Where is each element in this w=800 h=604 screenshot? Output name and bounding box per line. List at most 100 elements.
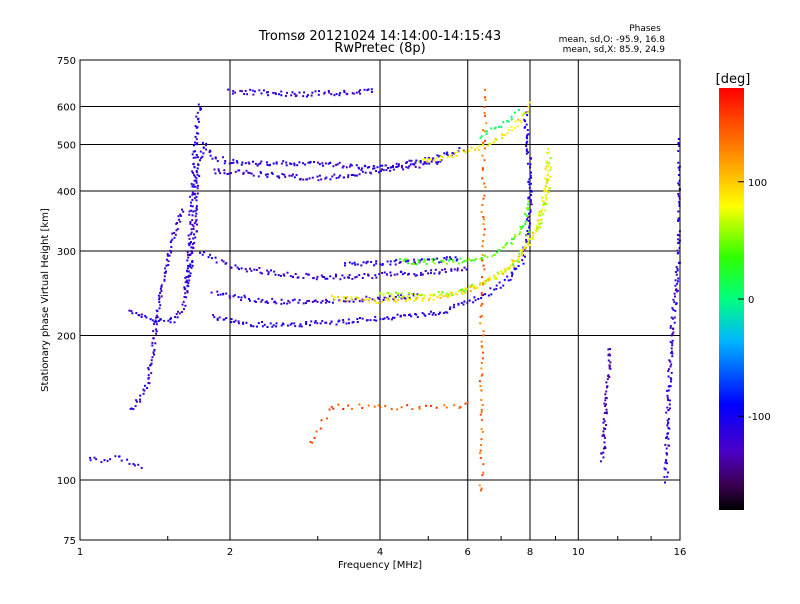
data-point — [203, 251, 206, 254]
data-point — [438, 294, 441, 297]
data-point — [527, 203, 529, 206]
data-point — [668, 444, 670, 447]
data-point — [510, 126, 513, 129]
data-point — [487, 294, 490, 297]
data-point — [510, 271, 513, 274]
data-point — [603, 445, 606, 448]
data-point — [193, 222, 196, 225]
data-point — [460, 301, 463, 304]
data-point — [524, 126, 527, 128]
data-point — [677, 238, 680, 241]
data-point — [386, 260, 389, 263]
data-point — [135, 312, 138, 314]
data-point — [163, 275, 166, 278]
data-point — [288, 301, 291, 304]
data-point — [128, 309, 131, 312]
data-point — [213, 316, 216, 319]
data-point — [390, 408, 393, 410]
data-point — [413, 258, 415, 261]
data-point — [677, 280, 679, 283]
data-point — [510, 115, 513, 118]
data-point — [189, 233, 192, 236]
data-point — [433, 262, 436, 265]
data-point — [283, 274, 286, 277]
data-point — [677, 210, 680, 213]
data-point — [302, 178, 305, 181]
colorbar-tick-label: 0 — [748, 295, 754, 306]
data-point — [366, 298, 369, 301]
data-point — [240, 299, 242, 302]
data-point — [134, 405, 137, 408]
data-point — [447, 155, 449, 158]
data-point — [664, 461, 667, 464]
data-point — [379, 164, 382, 167]
data-point — [670, 380, 672, 383]
data-point — [514, 120, 517, 123]
data-point — [528, 101, 531, 104]
data-point — [380, 170, 382, 172]
data-point — [367, 88, 370, 91]
data-point — [333, 94, 336, 97]
data-point — [522, 249, 525, 251]
data-point — [498, 273, 501, 275]
data-point — [672, 298, 675, 301]
data-point — [297, 301, 300, 304]
data-point — [312, 277, 315, 280]
data-point — [529, 211, 532, 213]
data-point — [398, 258, 401, 261]
data-point — [148, 382, 151, 385]
data-point — [228, 162, 231, 165]
data-point — [287, 299, 290, 302]
data-point — [232, 295, 235, 298]
data-point — [443, 257, 446, 260]
data-point — [308, 300, 311, 302]
data-point — [295, 94, 298, 97]
data-point — [247, 171, 250, 174]
data-point — [526, 129, 529, 131]
data-point — [453, 303, 455, 306]
data-point — [527, 208, 529, 211]
data-point — [481, 419, 484, 422]
data-point — [298, 325, 301, 328]
data-point — [359, 89, 362, 92]
data-point — [414, 313, 417, 315]
data-point — [280, 90, 283, 93]
data-point — [407, 166, 410, 169]
data-point — [146, 387, 148, 389]
data-point — [144, 384, 146, 387]
data-point — [477, 297, 480, 300]
data-point — [196, 126, 199, 129]
data-point — [295, 174, 298, 177]
data-point — [382, 169, 385, 172]
data-point — [437, 155, 440, 158]
data-point — [667, 375, 670, 378]
data-point — [135, 400, 138, 403]
data-point — [462, 149, 465, 152]
data-point — [395, 291, 398, 294]
data-point — [232, 158, 235, 161]
data-point — [527, 219, 530, 222]
data-point — [190, 241, 192, 243]
data-point — [323, 276, 326, 278]
data-point — [434, 313, 437, 316]
data-point — [186, 259, 189, 262]
data-point — [430, 310, 432, 313]
data-point — [678, 183, 681, 186]
data-point — [359, 92, 362, 95]
data-point — [233, 294, 236, 297]
data-point — [480, 291, 483, 294]
data-point — [480, 304, 483, 307]
data-point — [286, 324, 289, 327]
data-point — [532, 234, 535, 237]
data-point — [329, 275, 332, 278]
x-axis-label: Frequency [MHz] — [338, 560, 422, 571]
data-point — [275, 162, 278, 165]
data-point — [382, 293, 385, 296]
data-point — [441, 268, 444, 271]
data-point — [339, 174, 342, 177]
data-point — [457, 303, 460, 306]
data-point — [432, 260, 434, 263]
data-point — [349, 163, 352, 166]
data-point — [676, 249, 679, 252]
data-point — [176, 222, 179, 224]
